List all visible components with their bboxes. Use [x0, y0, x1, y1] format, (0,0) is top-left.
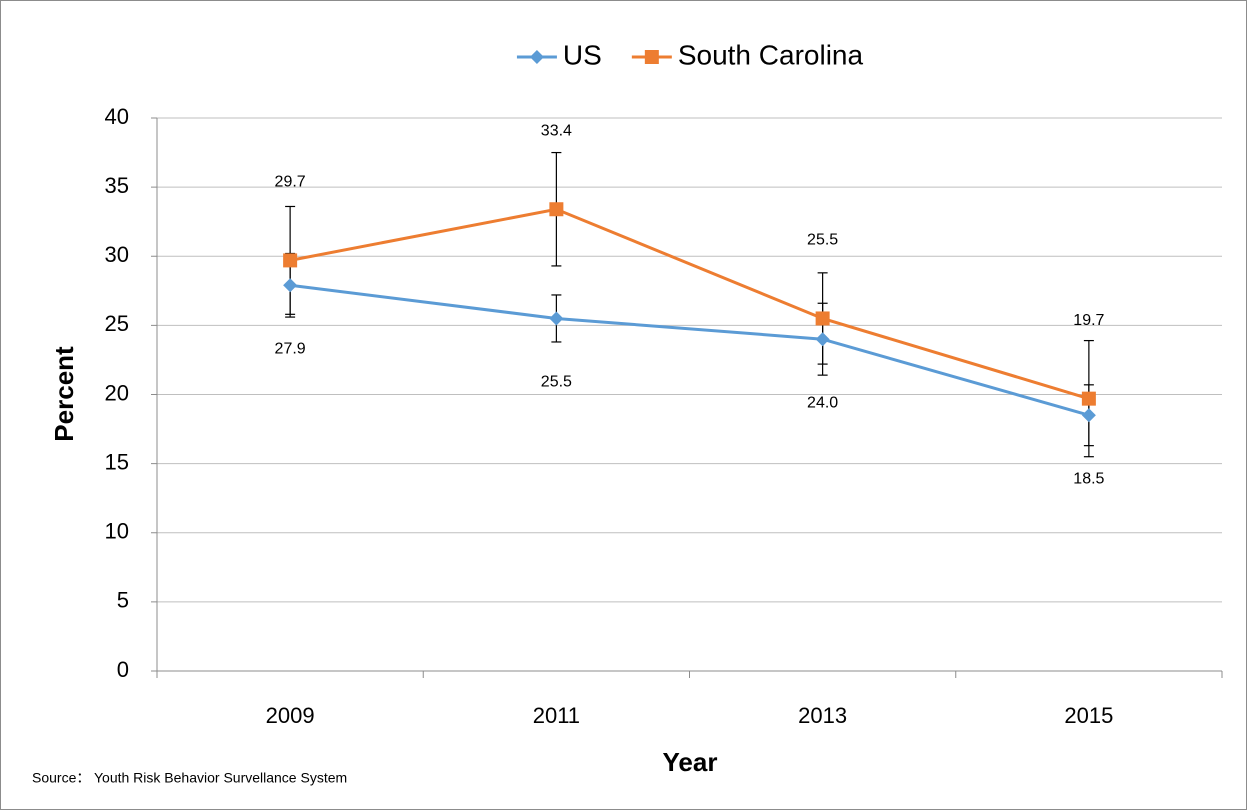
marker — [815, 332, 830, 347]
data-label: 29.7 — [275, 174, 306, 191]
y-tick-label: 5 — [117, 588, 129, 613]
data-label: 19.7 — [1073, 312, 1104, 329]
data-label: 18.5 — [1073, 470, 1104, 487]
y-tick-label: 10 — [105, 519, 129, 544]
x-tick-label: 2009 — [266, 703, 315, 728]
y-tick-label: 25 — [105, 311, 129, 336]
y-tick-label: 35 — [105, 173, 129, 198]
y-tick-label: 40 — [105, 104, 129, 129]
y-tick-label: 0 — [117, 657, 129, 682]
legend-label: South Carolina — [678, 39, 864, 70]
marker — [283, 278, 298, 293]
data-label: 27.9 — [275, 341, 306, 358]
x-axis-title: Year — [663, 747, 718, 777]
y-tick-label: 20 — [105, 380, 129, 405]
marker — [815, 311, 830, 326]
marker — [1081, 391, 1096, 406]
marker — [549, 311, 564, 326]
y-axis-title: Percent — [49, 346, 79, 442]
data-label: 33.4 — [541, 122, 572, 139]
y-tick-label: 30 — [105, 242, 129, 267]
series-line — [289, 283, 1090, 417]
marker — [283, 253, 298, 268]
marker — [1081, 408, 1096, 423]
source-note: Source： Youth Risk Behavior Survellance … — [32, 770, 347, 786]
data-label: 24.0 — [807, 394, 838, 411]
marker — [549, 202, 564, 217]
marker — [529, 50, 544, 64]
x-tick-label: 2011 — [533, 703, 580, 728]
data-label: 25.5 — [541, 374, 572, 391]
data-label: 25.5 — [807, 232, 838, 249]
y-tick-label: 15 — [105, 449, 129, 474]
x-tick-label: 2013 — [798, 703, 847, 728]
marker — [644, 50, 659, 64]
x-tick-label: 2015 — [1064, 703, 1113, 728]
series-line — [289, 207, 1090, 401]
legend-label: US — [563, 39, 602, 70]
